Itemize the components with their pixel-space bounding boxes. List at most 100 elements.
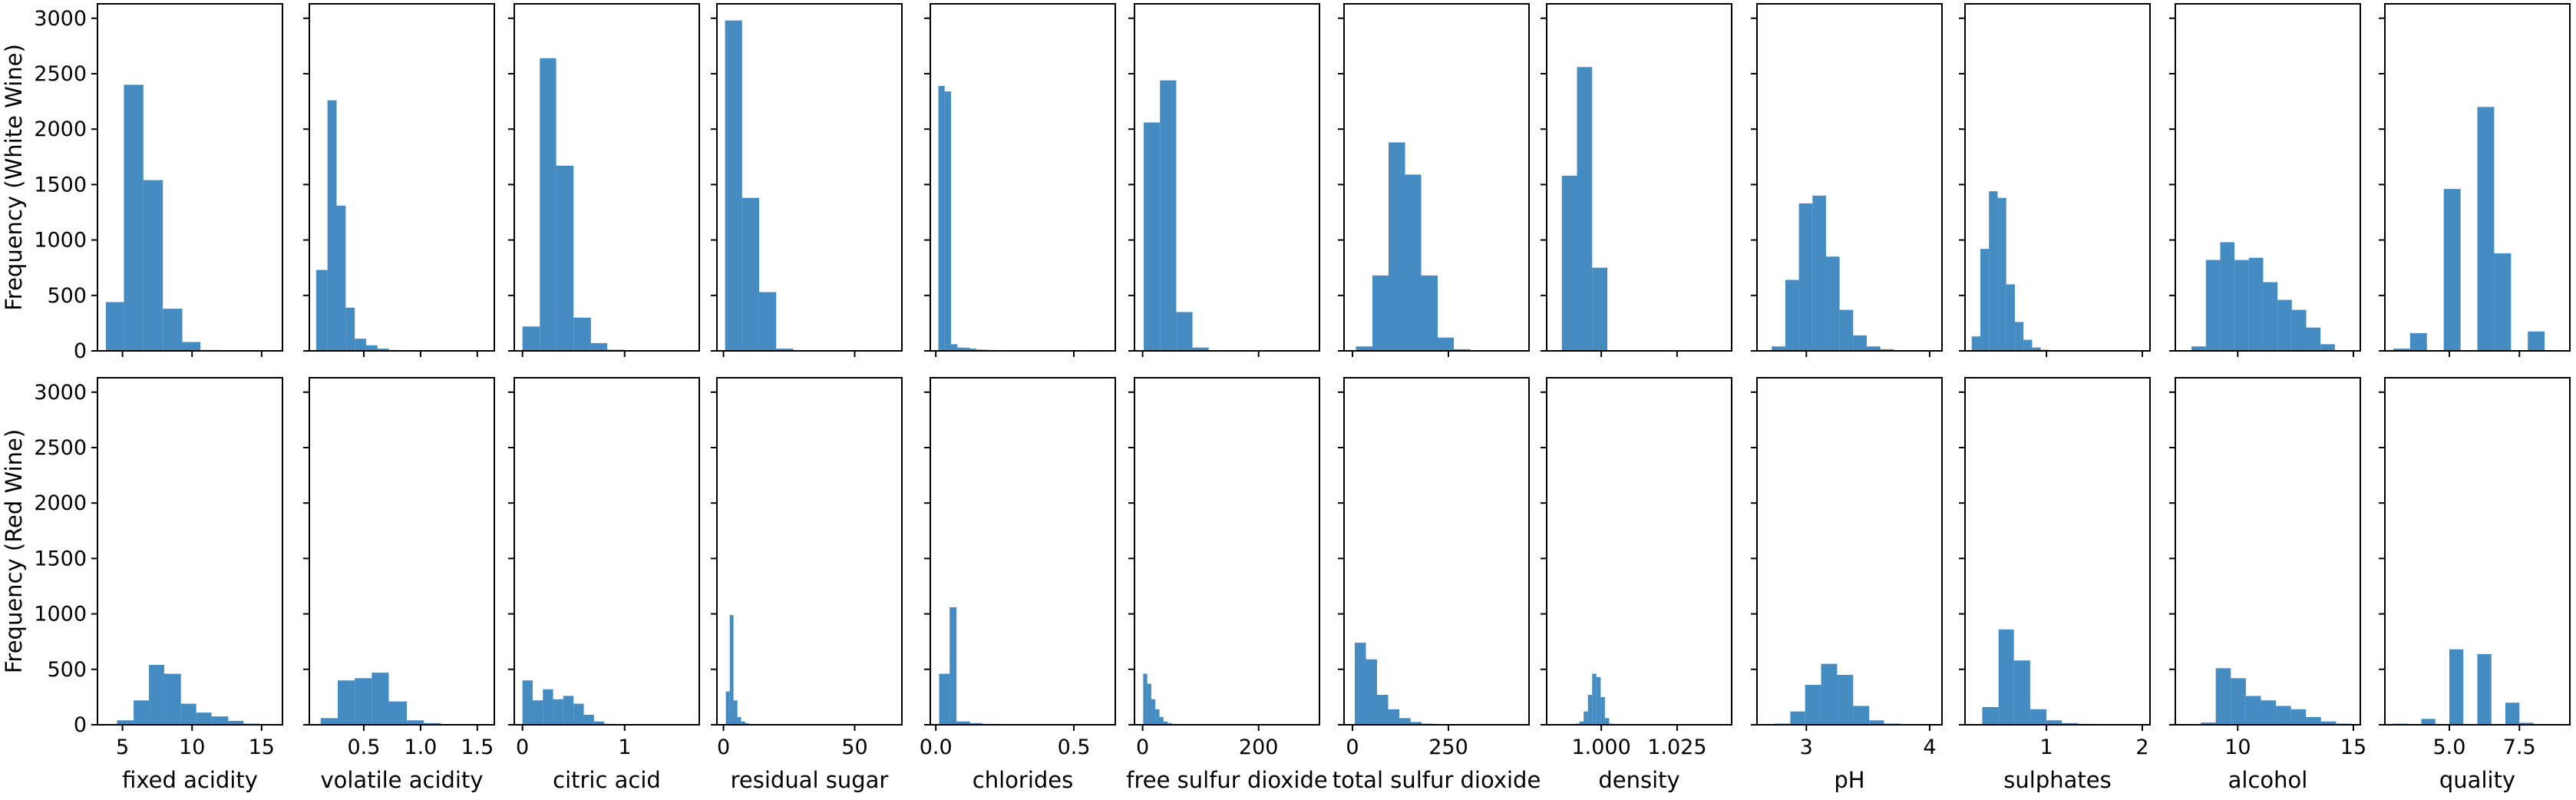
panel-red-fixed-acidity: 5 10 15 fixed acidity (97, 377, 283, 793)
histogram-bar (532, 700, 543, 725)
panel-red-density: 1.000 1.025 density (1541, 377, 1732, 793)
panel-frame (1756, 377, 1943, 726)
x-tick-label: 0 (717, 736, 730, 759)
x-tick-label: 0.0 (920, 736, 953, 759)
histogram-bar (134, 700, 150, 725)
x-tick-label: 2 (2135, 736, 2148, 759)
panel-frame (1343, 3, 1530, 352)
x-tick-label: 0.5 (1058, 736, 1091, 759)
histogram-bar (2320, 344, 2335, 351)
row-ylabel-white: Frequency (White Wine) (1, 44, 27, 311)
histogram-bar (745, 722, 749, 725)
histogram-bar (2029, 709, 2047, 725)
histogram-bar (1405, 174, 1422, 351)
histogram-bar (969, 722, 983, 725)
y-tick-label: 0 (74, 713, 87, 737)
panel-frame (1546, 3, 1732, 352)
histogram-bar (388, 701, 408, 725)
histogram-bar (2231, 678, 2246, 725)
x-axis-label: fixed acidity (122, 767, 258, 793)
histogram-bar (2306, 716, 2321, 725)
x-axis-label: quality (2439, 767, 2515, 793)
x-axis-label: density (1598, 767, 1679, 793)
histogram-bar (2477, 107, 2495, 351)
histogram-bar (105, 302, 124, 351)
histogram-bar (1372, 275, 1389, 351)
panel-frame (2384, 3, 2571, 352)
panel-red-chlorides: 0.0 0.5 chlorides (920, 377, 1116, 793)
y-tick-label: 1500 (34, 547, 87, 570)
y-tick-label: 3000 (34, 381, 87, 405)
histogram-bar (1805, 685, 1821, 725)
histogram-bar (1160, 80, 1177, 351)
histogram-bar (2023, 339, 2033, 351)
histogram-bar (522, 326, 540, 351)
histogram-bar (2291, 309, 2307, 351)
histogram-bar (1772, 346, 1785, 351)
histogram-bar (1592, 267, 1608, 351)
panel-frame (1134, 377, 1320, 726)
x-tick-label: 4 (1923, 736, 1936, 759)
histogram-bar (143, 180, 163, 351)
histogram-bar (1853, 335, 1867, 351)
histogram-bar (1971, 336, 1980, 351)
histogram-bar (163, 673, 181, 725)
panel-frame (514, 3, 700, 352)
histogram-bar (1192, 347, 1209, 351)
panel-red-citric-acid: 0 1 citric acid (508, 377, 700, 793)
histogram-bar (1592, 673, 1597, 725)
histogram-bar (776, 349, 794, 351)
y-tick-label: 2500 (34, 62, 87, 86)
histogram-bar (1880, 349, 1894, 351)
histogram-bar (2277, 299, 2292, 351)
panel-white-density (1541, 3, 1732, 357)
histogram-bar (2290, 709, 2307, 725)
histogram-bar (963, 347, 970, 351)
histogram-bar (1167, 722, 1172, 725)
histogram-bar (957, 347, 964, 351)
y-tick-label: 1000 (34, 229, 87, 253)
histogram-bar (1159, 716, 1164, 725)
histogram-bar (741, 197, 760, 351)
histogram-bar (1151, 699, 1156, 725)
histogram-bar (725, 20, 742, 351)
x-tick-label: 15 (2340, 736, 2366, 759)
histogram-bar (1837, 675, 1854, 725)
panel-red-total-sulfur-dioxide: 0 250 total sulfur dioxide (1333, 377, 1541, 793)
y-tick-label: 1500 (34, 173, 87, 197)
panel-frame (309, 377, 495, 726)
histogram-bar (2032, 347, 2041, 351)
histogram-bar (522, 680, 533, 725)
x-tick-label: 1 (2040, 736, 2053, 759)
x-tick-label: 0 (516, 736, 529, 759)
panel-red-volatile-acidity: 0.5 1.0 1.5 volatile acidity (303, 377, 495, 793)
x-tick-label: 0.5 (347, 736, 380, 759)
panel-frame (97, 377, 283, 726)
histogram-bar (1998, 629, 2014, 725)
histogram-bar (573, 703, 584, 725)
histogram-bar (1366, 659, 1377, 725)
panel-red-sulphates: 1 2 sulphates (1959, 377, 2151, 793)
histogram-bar (1853, 706, 1870, 725)
histogram-bar (2245, 696, 2261, 725)
panel-frame (1964, 3, 2151, 352)
row-ylabel-red: Frequency (Red Wine) (1, 429, 27, 673)
histogram-bar (2205, 260, 2221, 351)
histogram-bar (345, 307, 355, 351)
histogram-bar (2014, 322, 2024, 351)
histogram-bar (320, 718, 338, 725)
panel-white-citric-acid (508, 3, 700, 357)
histogram-bar (377, 349, 389, 351)
histogram-bar (1997, 197, 2006, 351)
histogram-bar (117, 720, 134, 725)
histogram-bar (583, 715, 594, 725)
y-tick-label: 1000 (34, 603, 87, 626)
histogram-bar (2505, 702, 2520, 725)
panel-white-chlorides (924, 3, 1116, 357)
histogram-bar (196, 712, 212, 725)
histogram-bar (1410, 722, 1422, 725)
panel-frame (930, 3, 1116, 352)
x-tick-label: 250 (1428, 736, 1468, 759)
histogram-bar (1421, 275, 1438, 351)
